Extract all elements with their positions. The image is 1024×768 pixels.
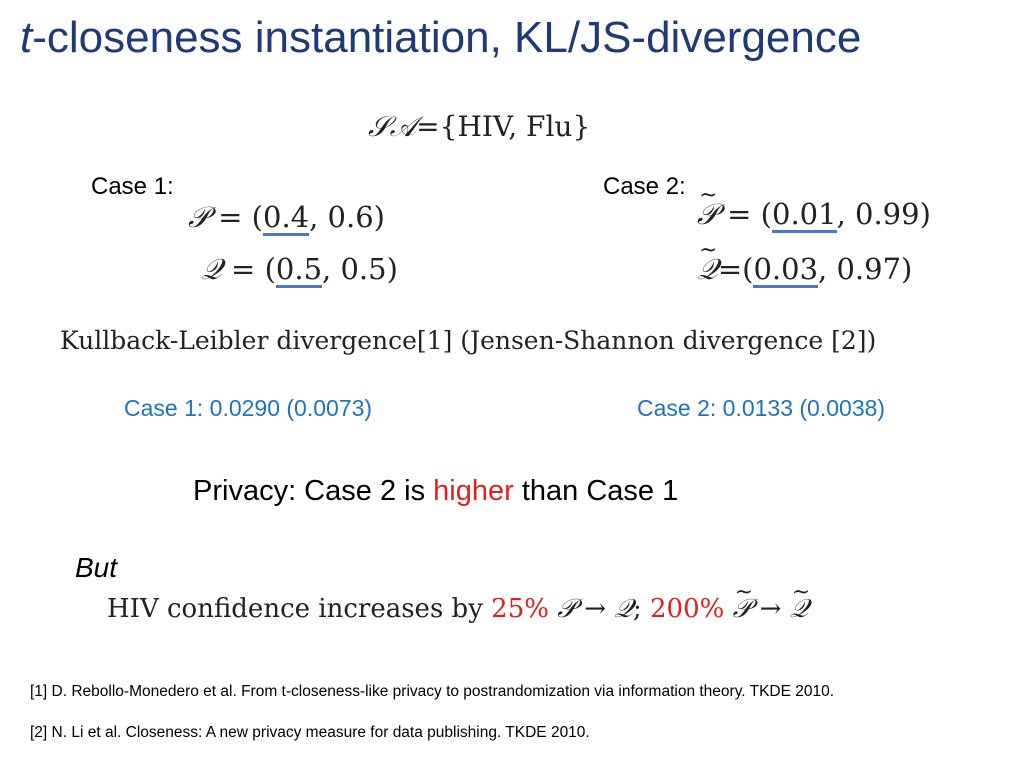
- open-paren: (: [760, 197, 772, 231]
- divergence-description: Kullback-Leibler divergence[1] (Jensen-S…: [60, 326, 877, 355]
- open-paren: (: [742, 252, 754, 286]
- sensitive-attribute-set: 𝒮𝒜={HIV, Flu}: [368, 110, 590, 144]
- p-tilde-symbol: ~ 𝒫: [732, 580, 753, 625]
- q-tilde-symbol: ~ 𝒬: [697, 238, 718, 287]
- privacy-statement: Privacy: Case 2 is higher than Case 1: [193, 475, 678, 508]
- case1-q-equation: 𝒬 = (0.5, 0.5): [201, 252, 398, 288]
- p-symbol: 𝒫: [732, 594, 752, 623]
- q-symbol: 𝒬: [697, 254, 718, 286]
- open-paren: (: [264, 252, 276, 286]
- underlined-value: 0.4: [263, 200, 310, 236]
- rest-values: , 0.6): [309, 200, 385, 234]
- rest-values: , 0.5): [322, 252, 398, 286]
- p-symbol: 𝒫: [188, 202, 209, 234]
- reference-1: [1] D. Rebollo-Monedero et al. From t-cl…: [30, 683, 835, 700]
- but-label: But: [75, 552, 118, 583]
- sa-symbol: 𝒮𝒜: [368, 112, 417, 143]
- q-tilde-symbol: ~ 𝒬: [789, 580, 810, 625]
- equals-sign: =: [221, 252, 265, 286]
- underlined-value: 0.01: [772, 197, 837, 233]
- case2-q-equation: ~ 𝒬=(0.03, 0.97): [697, 238, 913, 288]
- hiv-confidence-statement: HIV confidence increases by 25% 𝒫 → 𝒬; 2…: [107, 580, 810, 625]
- tilde-icon: ~: [734, 580, 754, 605]
- p-symbol: 𝒫: [557, 594, 576, 623]
- case2-result: Case 2: 0.0133 (0.0038): [637, 395, 886, 421]
- rest-values: , 0.97): [818, 252, 913, 286]
- q-symbol: 𝒬: [789, 594, 809, 623]
- case1-p-equation: 𝒫 = (0.4, 0.6): [188, 200, 385, 236]
- tilde-icon: ~: [699, 238, 718, 263]
- slide-title: t-closeness instantiation, KL/JS-diverge…: [20, 13, 862, 62]
- q-symbol: 𝒬: [614, 594, 633, 623]
- privacy-prefix: Privacy: Case 2 is: [193, 475, 434, 507]
- rest-values: , 0.99): [836, 197, 931, 231]
- p-tilde-symbol: ~ 𝒫: [697, 183, 718, 232]
- case2-label: Case 2:: [603, 173, 686, 200]
- privacy-highlight: higher: [433, 475, 514, 507]
- separator: ;: [632, 594, 650, 624]
- reference-2: [2] N. Li et al. Closeness: A new privac…: [30, 724, 590, 741]
- case1-label: Case 1:: [91, 173, 174, 200]
- title-text: -closeness instantiation, KL/JS-divergen…: [32, 13, 862, 62]
- equals-sign: =: [717, 197, 761, 231]
- underlined-value: 0.5: [275, 252, 323, 288]
- tilde-icon: ~: [791, 580, 811, 605]
- equals-sign: =: [717, 252, 743, 286]
- tilde-icon: ~: [699, 183, 718, 208]
- hiv-pct-case1: 25%: [491, 594, 549, 624]
- hiv-prefix: HIV confidence increases by: [107, 594, 492, 624]
- case1-result: Case 1: 0.0290 (0.0073): [124, 395, 373, 421]
- open-paren: (: [251, 200, 263, 234]
- hiv-pct-case2: 200%: [650, 594, 725, 624]
- arrow-icon: →: [751, 594, 790, 624]
- title-italic-t: t: [20, 13, 33, 62]
- underlined-value: 0.03: [753, 252, 819, 288]
- sa-values: ={HIV, Flu}: [416, 110, 591, 143]
- p-symbol: 𝒫: [697, 199, 718, 231]
- q-symbol: 𝒬: [201, 254, 222, 286]
- case2-p-equation: ~ 𝒫 = (0.01, 0.99): [697, 183, 931, 233]
- arrow-icon: →: [575, 594, 615, 624]
- privacy-suffix: than Case 1: [513, 475, 679, 507]
- equals-sign: =: [208, 200, 252, 234]
